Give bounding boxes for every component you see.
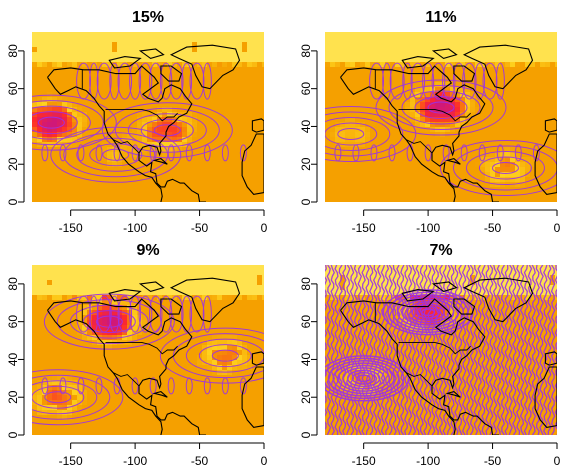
panel-title: 7% (429, 242, 452, 259)
y-tick-label: 40 (299, 119, 313, 133)
y-tick-label: 60 (299, 82, 313, 96)
x-tick-label: 0 (261, 221, 268, 235)
panel-3: -150 -100 -50 0 0 20 40 60 80 9% (6, 242, 268, 467)
coastlines (47, 44, 264, 202)
x-tick-label: 0 (554, 454, 561, 467)
x-tick-label: -50 (191, 221, 209, 235)
x-tick-label: -50 (484, 221, 502, 235)
y-tick-label: 40 (6, 352, 20, 366)
axes (311, 283, 558, 449)
x-tick-label: -100 (123, 454, 147, 467)
y-tick-label: 40 (6, 119, 20, 133)
y-tick-label: 20 (299, 157, 313, 171)
x-tick-label: -150 (352, 454, 376, 467)
coastlines (340, 277, 557, 435)
y-tick-label: 40 (299, 352, 313, 366)
axes (18, 50, 265, 216)
x-tick-label: 0 (261, 454, 268, 467)
y-tick-label: 80 (6, 277, 20, 291)
y-tick-label: 20 (6, 390, 20, 404)
heatmap-cells (32, 265, 264, 435)
x-tick-label: -100 (123, 221, 147, 235)
coastlines (47, 277, 264, 435)
x-tick-label: -100 (416, 454, 440, 467)
panel-title: 11% (425, 9, 456, 26)
panel-2: -150 -100 -50 0 0 20 40 60 80 11% (299, 9, 561, 235)
coastlines (340, 44, 557, 202)
axes (18, 283, 265, 449)
plot-area (325, 32, 557, 202)
contour-lines (32, 62, 247, 183)
x-tick-label: 0 (554, 221, 561, 235)
panel-title: 15% (132, 9, 164, 26)
y-tick-label: 80 (299, 277, 313, 291)
y-tick-label: 20 (6, 157, 20, 171)
panel-4: -150 -100 -50 0 0 20 40 60 80 7% (299, 242, 560, 467)
panel-title: 9% (136, 242, 159, 259)
contour-lines (325, 265, 557, 435)
y-tick-label: 80 (299, 44, 313, 58)
plot-area (325, 265, 557, 435)
contour-lines (325, 62, 557, 196)
y-tick-label: 0 (299, 431, 313, 438)
y-tick-label: 60 (299, 315, 313, 329)
x-tick-label: -50 (191, 454, 209, 467)
y-tick-label: 0 (6, 198, 20, 205)
axes (311, 50, 558, 216)
y-tick-label: 60 (6, 315, 20, 329)
country-borders (81, 302, 178, 387)
y-tick-label: 0 (6, 431, 20, 438)
y-tick-label: 80 (6, 44, 20, 58)
panel-1: -150 -100 -50 0 0 20 40 60 80 15% (6, 9, 268, 235)
plot-area (32, 265, 264, 435)
country-borders (374, 302, 471, 387)
x-tick-label: -50 (484, 454, 502, 467)
plot-area (32, 32, 264, 202)
x-tick-label: -100 (416, 221, 440, 235)
y-tick-label: 20 (299, 390, 313, 404)
country-borders (374, 69, 471, 154)
x-tick-label: -150 (352, 221, 376, 235)
heatmap-cells (325, 32, 557, 202)
x-tick-label: -150 (59, 221, 83, 235)
country-borders (81, 69, 178, 154)
y-tick-label: 60 (6, 82, 20, 96)
y-tick-label: 0 (299, 198, 313, 205)
x-tick-label: -150 (59, 454, 83, 467)
